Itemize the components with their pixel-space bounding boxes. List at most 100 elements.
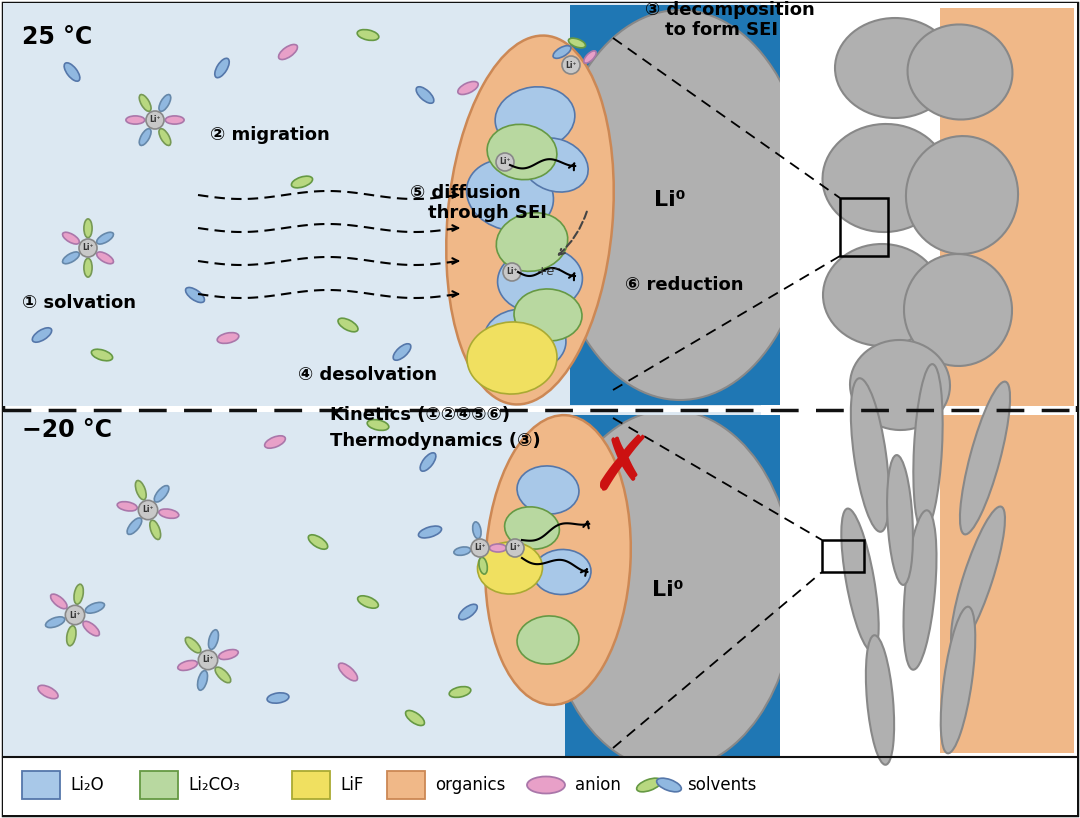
Circle shape (562, 56, 580, 74)
Ellipse shape (406, 711, 424, 726)
Bar (22, 771, 60, 799)
Text: to form SEI: to form SEI (665, 21, 778, 39)
Ellipse shape (416, 87, 434, 103)
Ellipse shape (279, 44, 297, 60)
Circle shape (138, 501, 158, 519)
Ellipse shape (198, 671, 207, 690)
Ellipse shape (489, 544, 507, 552)
Ellipse shape (477, 542, 542, 594)
Text: Li⁺: Li⁺ (149, 115, 161, 124)
Ellipse shape (534, 550, 591, 595)
Ellipse shape (418, 526, 442, 538)
FancyBboxPatch shape (940, 8, 1074, 406)
Text: Li⁺: Li⁺ (143, 506, 153, 515)
Ellipse shape (914, 364, 943, 532)
Ellipse shape (657, 778, 681, 792)
Text: Li₂O: Li₂O (70, 776, 104, 794)
Ellipse shape (96, 252, 113, 263)
Ellipse shape (83, 621, 99, 636)
Ellipse shape (265, 436, 285, 448)
Bar (565, 415, 780, 757)
Text: ② migration: ② migration (210, 126, 329, 144)
Ellipse shape (467, 322, 557, 394)
FancyBboxPatch shape (940, 415, 1074, 753)
Ellipse shape (550, 10, 810, 400)
Ellipse shape (118, 501, 137, 511)
Ellipse shape (960, 381, 1010, 534)
Bar (292, 771, 330, 799)
Circle shape (65, 605, 84, 625)
Ellipse shape (67, 626, 76, 645)
Ellipse shape (135, 480, 146, 500)
Ellipse shape (75, 584, 83, 605)
Ellipse shape (522, 138, 589, 192)
Ellipse shape (478, 557, 487, 574)
Ellipse shape (459, 605, 477, 620)
Ellipse shape (357, 29, 379, 40)
Ellipse shape (85, 602, 105, 614)
Ellipse shape (568, 38, 585, 48)
Ellipse shape (527, 776, 565, 793)
Circle shape (146, 111, 164, 129)
Ellipse shape (517, 466, 579, 514)
Ellipse shape (584, 51, 596, 63)
Ellipse shape (64, 63, 80, 81)
Ellipse shape (941, 607, 975, 753)
Bar (3, 757, 1077, 815)
Text: Kinetics (①②④⑤⑥): Kinetics (①②④⑤⑥) (330, 406, 510, 424)
Ellipse shape (84, 219, 92, 238)
Ellipse shape (487, 124, 557, 180)
Text: organics: organics (435, 776, 505, 794)
Ellipse shape (32, 328, 52, 342)
Ellipse shape (484, 309, 566, 371)
Ellipse shape (823, 244, 941, 346)
Text: ④ desolvation: ④ desolvation (298, 366, 437, 384)
Ellipse shape (215, 58, 229, 78)
Ellipse shape (473, 522, 481, 539)
Ellipse shape (498, 247, 582, 312)
Ellipse shape (186, 287, 204, 303)
Text: through SEI: through SEI (428, 204, 546, 222)
Ellipse shape (446, 35, 613, 404)
Ellipse shape (458, 82, 478, 95)
Ellipse shape (63, 252, 79, 263)
Text: Li₂CO₃: Li₂CO₃ (188, 776, 240, 794)
Circle shape (79, 239, 97, 257)
Ellipse shape (186, 637, 201, 653)
Bar (761, 3, 1077, 406)
Ellipse shape (553, 46, 571, 58)
Text: +e⁻: +e⁻ (537, 265, 562, 278)
Ellipse shape (887, 455, 913, 585)
Ellipse shape (178, 660, 198, 671)
Ellipse shape (467, 160, 553, 231)
Ellipse shape (517, 616, 579, 664)
Bar (3, 3, 761, 406)
Text: 25 °C: 25 °C (22, 25, 92, 49)
Circle shape (199, 650, 218, 670)
Ellipse shape (92, 349, 112, 361)
Text: −20 °C: −20 °C (22, 418, 112, 442)
Ellipse shape (835, 18, 955, 118)
Bar (387, 771, 426, 799)
Ellipse shape (292, 176, 312, 188)
Text: Li⁺: Li⁺ (565, 61, 577, 70)
Ellipse shape (127, 518, 141, 534)
Ellipse shape (96, 232, 113, 244)
Text: Li⁰: Li⁰ (652, 580, 684, 600)
Text: solvents: solvents (687, 776, 756, 794)
Ellipse shape (150, 520, 161, 540)
Ellipse shape (63, 232, 79, 244)
Circle shape (496, 153, 514, 171)
Ellipse shape (126, 116, 145, 124)
Ellipse shape (420, 453, 436, 471)
Ellipse shape (84, 258, 92, 277)
Circle shape (507, 539, 524, 557)
Ellipse shape (850, 340, 950, 430)
Text: Thermodynamics (③): Thermodynamics (③) (330, 432, 541, 450)
Ellipse shape (866, 636, 894, 765)
Ellipse shape (497, 213, 568, 272)
Ellipse shape (208, 630, 218, 649)
Ellipse shape (906, 136, 1018, 254)
Ellipse shape (545, 410, 795, 770)
Ellipse shape (485, 416, 631, 705)
